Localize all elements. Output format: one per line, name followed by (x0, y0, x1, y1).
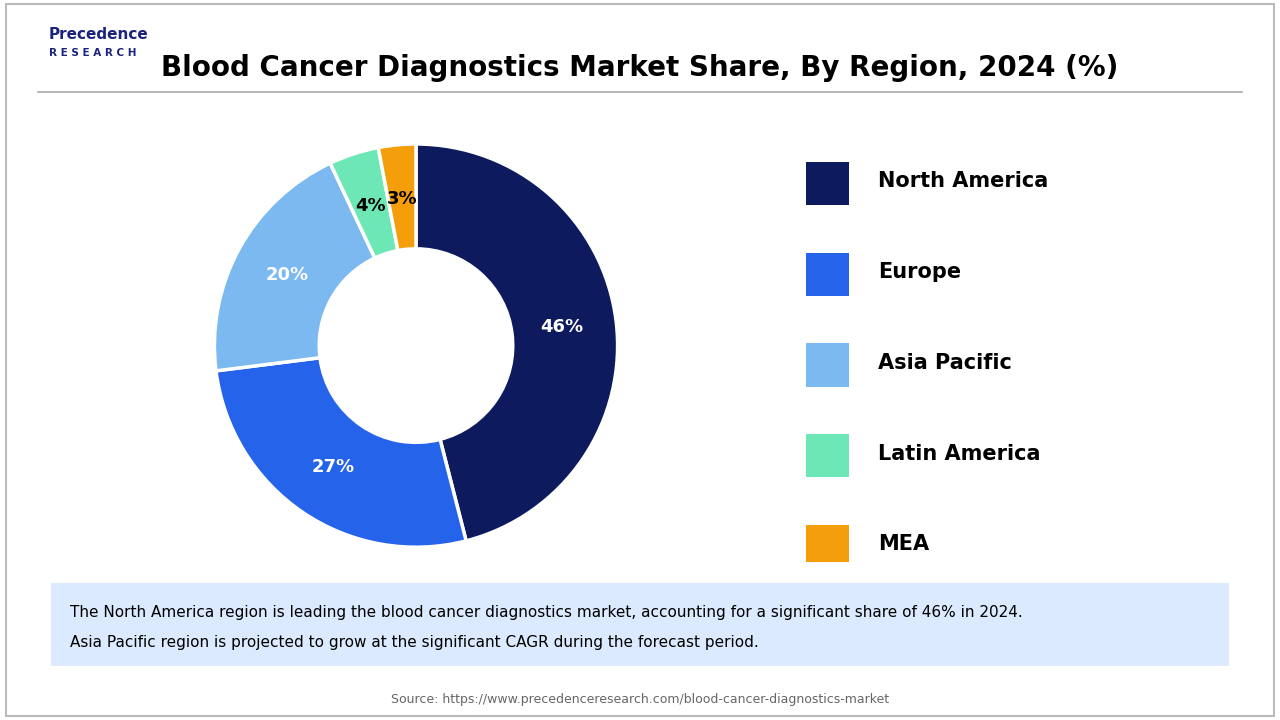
Text: Precedence: Precedence (49, 27, 148, 42)
Text: Source: https://www.precedenceresearch.com/blood-cancer-diagnostics-market: Source: https://www.precedenceresearch.c… (390, 693, 890, 706)
Text: Latin America: Latin America (878, 444, 1041, 464)
Text: The North America region is leading the blood cancer diagnostics market, account: The North America region is leading the … (70, 605, 1023, 620)
Wedge shape (378, 144, 416, 251)
Wedge shape (416, 144, 617, 541)
Text: Europe: Europe (878, 262, 961, 282)
Wedge shape (216, 358, 466, 547)
Text: 3%: 3% (387, 190, 417, 208)
Text: R E S E A R C H: R E S E A R C H (49, 48, 136, 58)
Text: 27%: 27% (312, 459, 355, 477)
Text: 46%: 46% (540, 318, 584, 336)
Bar (806, 162, 849, 205)
Text: Asia Pacific region is projected to grow at the significant CAGR during the fore: Asia Pacific region is projected to grow… (70, 635, 759, 650)
Text: 20%: 20% (265, 266, 308, 284)
Text: 4%: 4% (356, 197, 385, 215)
Text: North America: North America (878, 171, 1048, 192)
Bar (806, 343, 849, 387)
Bar (806, 525, 849, 568)
Text: MEA: MEA (878, 534, 929, 554)
Text: Blood Cancer Diagnostics Market Share, By Region, 2024 (%): Blood Cancer Diagnostics Market Share, B… (161, 55, 1119, 82)
Wedge shape (215, 163, 375, 371)
Bar (806, 434, 849, 477)
Wedge shape (330, 148, 398, 258)
Text: Asia Pacific: Asia Pacific (878, 353, 1012, 373)
Bar (806, 253, 849, 296)
